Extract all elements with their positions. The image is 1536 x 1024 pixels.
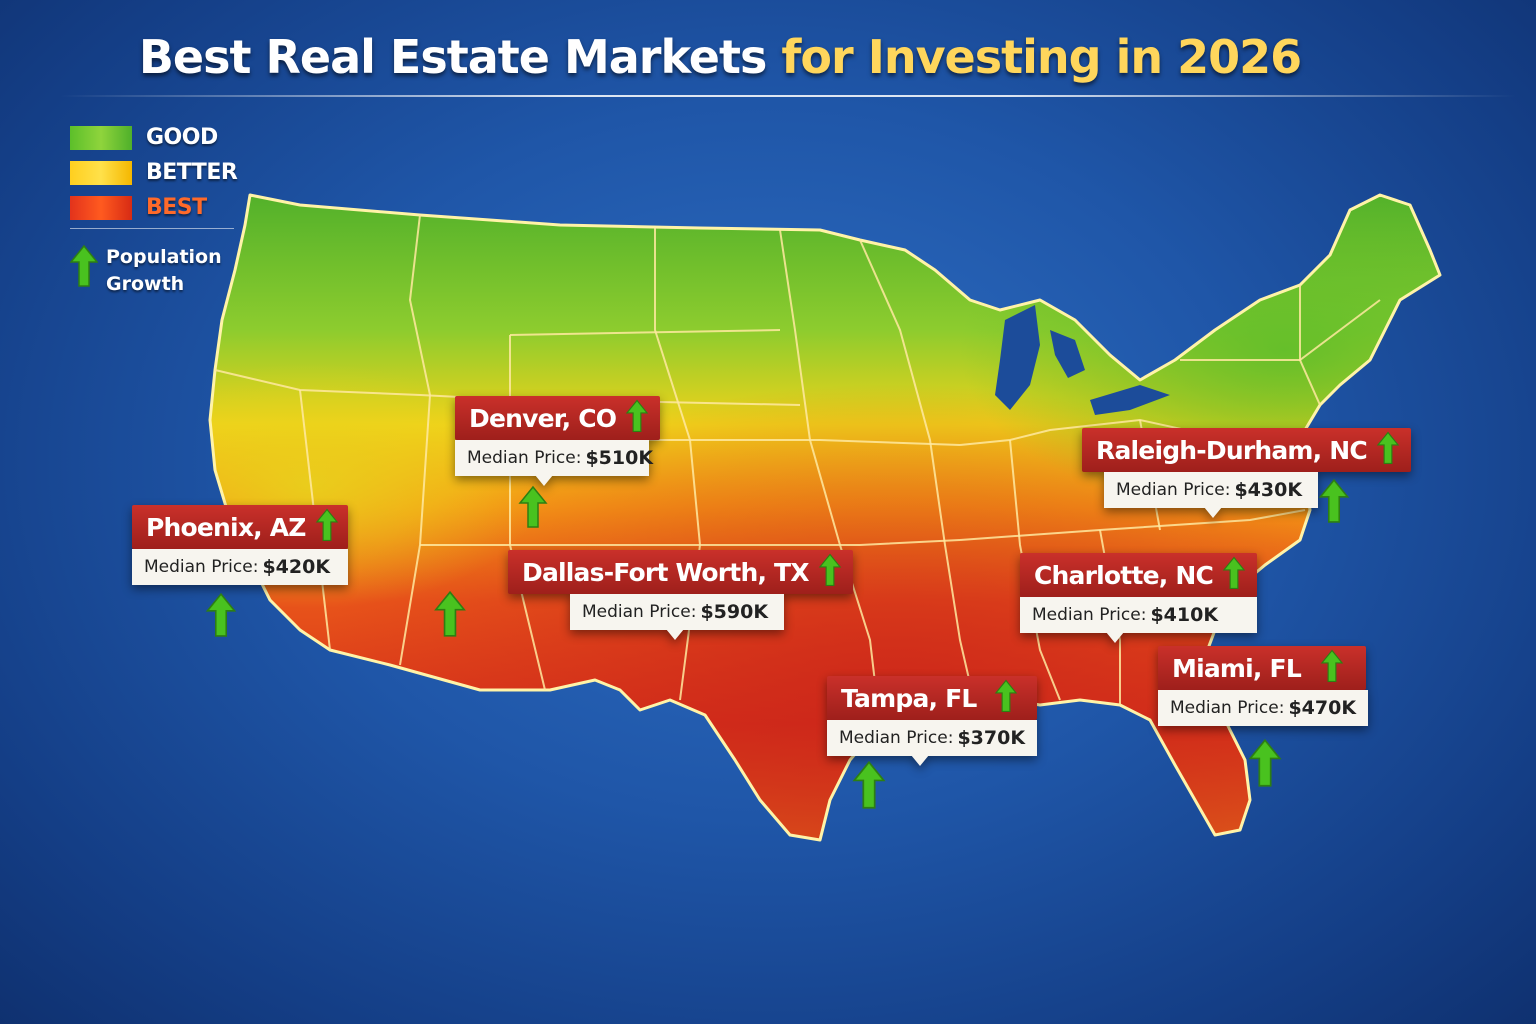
legend-label-better: BETTER	[146, 160, 238, 185]
market-header: Tampa, FL	[827, 676, 1038, 720]
market-city: Tampa, FL	[841, 683, 977, 713]
legend-label-good: GOOD	[146, 125, 218, 150]
population-growth-arrow-icon	[852, 760, 886, 809]
market-header: Dallas-Fort Worth, TX	[508, 550, 853, 594]
green-up-arrow-icon	[314, 508, 340, 546]
legend-swatch-best	[70, 195, 132, 220]
title-divider	[60, 95, 1516, 97]
market-header: Phoenix, AZ	[132, 505, 348, 549]
market-callout-raleigh-durham[interactable]: Raleigh-Durham, NC Median Price: $430K	[1082, 428, 1411, 518]
market-city: Charlotte, NC	[1034, 560, 1214, 590]
market-median-price: Median Price: $410K	[1020, 597, 1258, 643]
market-callout-charlotte[interactable]: Charlotte, NC Median Price: $410K	[1020, 553, 1258, 643]
legend-population-line1: Population	[106, 246, 222, 268]
market-header: Miami, FL	[1158, 646, 1366, 690]
population-growth-arrow-icon	[1248, 738, 1282, 787]
market-median-price: Median Price: $370K	[827, 720, 1038, 766]
market-city: Miami, FL	[1172, 653, 1302, 683]
market-callout-tampa[interactable]: Tampa, FL Median Price: $370K	[827, 676, 1038, 766]
market-median-price: Median Price: $420K	[132, 549, 348, 585]
legend-item-good: GOOD	[70, 120, 237, 155]
green-up-arrow-icon	[1375, 431, 1401, 469]
green-up-arrow-icon	[70, 244, 98, 287]
market-city: Raleigh-Durham, NC	[1096, 435, 1368, 465]
market-median-price: Median Price: $470K	[1158, 690, 1369, 726]
legend-item-better: BETTER	[70, 155, 238, 190]
population-growth-arrow-icon	[518, 485, 548, 528]
legend-label-best: BEST	[146, 195, 207, 220]
legend-swatch-good	[70, 125, 132, 150]
population-growth-arrow-icon	[434, 590, 466, 637]
market-callout-miami[interactable]: Miami, FL Median Price: $470K	[1158, 646, 1369, 726]
green-up-arrow-icon	[1221, 556, 1247, 594]
market-median-price: Median Price: $430K	[1104, 472, 1318, 518]
green-up-arrow-icon	[817, 553, 843, 591]
green-up-arrow-icon	[624, 399, 650, 437]
legend-divider	[70, 228, 234, 229]
market-city: Phoenix, AZ	[146, 512, 306, 542]
green-up-arrow-icon	[993, 679, 1019, 717]
market-header: Charlotte, NC	[1020, 553, 1258, 597]
market-median-price: Median Price: $510K	[455, 440, 653, 486]
market-callout-dallas-fort-worth[interactable]: Dallas-Fort Worth, TX Median Price: $590K	[508, 550, 853, 640]
market-callout-denver[interactable]: Denver, CO Median Price: $510K	[455, 396, 661, 486]
legend-swatch-better	[70, 160, 132, 185]
market-city: Dallas-Fort Worth, TX	[522, 557, 810, 587]
population-growth-arrow-icon	[205, 592, 237, 637]
legend-population-line2: Growth	[106, 273, 185, 295]
page-title: Best Real Estate Markets for Investing i…	[138, 30, 1302, 84]
market-median-price: Median Price: $590K	[570, 594, 784, 640]
population-growth-arrow-icon	[1318, 478, 1350, 523]
legend-population-growth: Population Growth	[70, 244, 236, 298]
green-up-arrow-icon	[1319, 649, 1345, 687]
map-legend: GOOD BETTER BEST Population Growth	[70, 120, 238, 295]
legend-item-best: BEST	[70, 190, 237, 225]
market-header: Raleigh-Durham, NC	[1082, 428, 1411, 472]
market-callout-phoenix[interactable]: Phoenix, AZ Median Price: $420K	[132, 505, 348, 585]
market-header: Denver, CO	[455, 396, 661, 440]
market-city: Denver, CO	[469, 403, 617, 433]
